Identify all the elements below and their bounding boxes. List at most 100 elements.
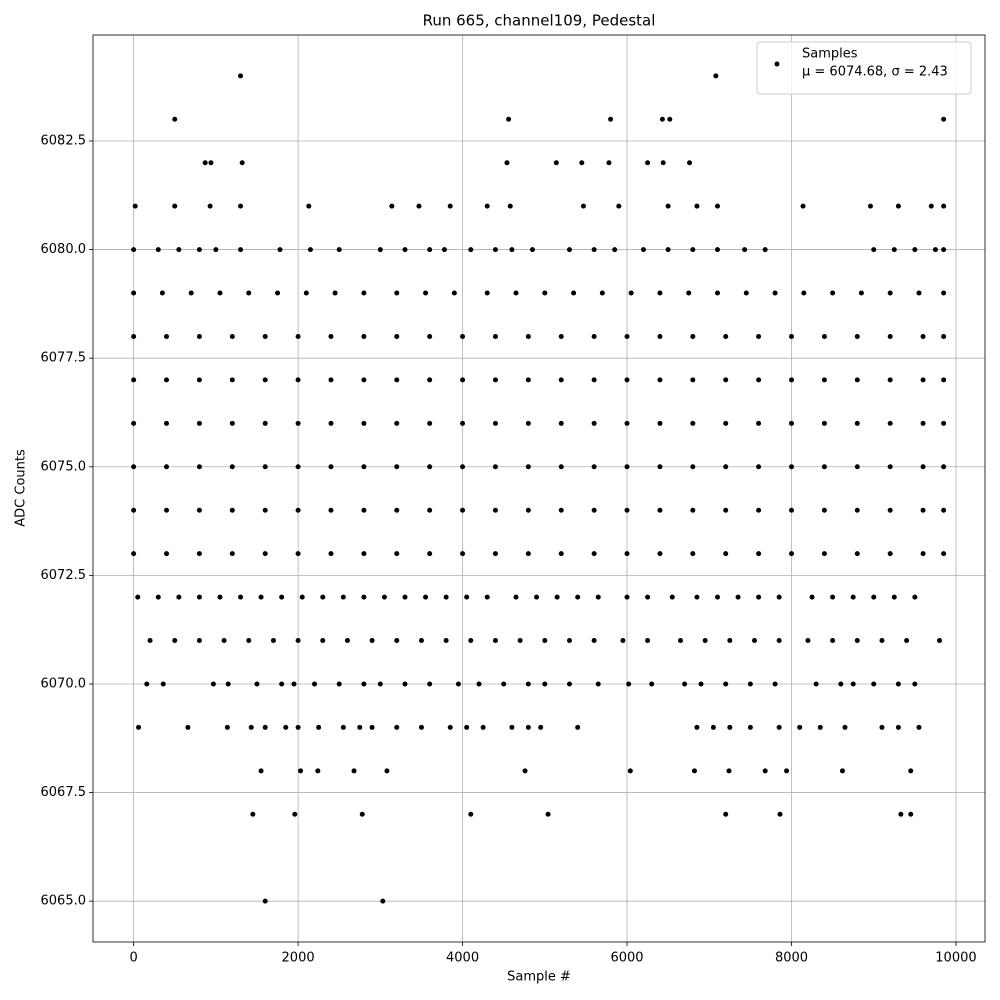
point	[789, 333, 795, 339]
point	[298, 768, 304, 774]
point	[842, 724, 848, 730]
point	[229, 507, 235, 513]
point	[176, 247, 182, 253]
point	[270, 638, 276, 644]
point	[279, 681, 285, 687]
point	[529, 247, 535, 253]
point	[694, 203, 700, 209]
point	[895, 724, 901, 730]
point	[427, 377, 433, 383]
point	[920, 551, 926, 557]
point	[887, 464, 893, 470]
point	[320, 638, 326, 644]
point	[595, 681, 601, 687]
point	[762, 247, 768, 253]
point	[455, 681, 461, 687]
point	[492, 377, 498, 383]
y-tick-label: 6067.5	[41, 785, 87, 800]
point	[723, 811, 729, 817]
point	[361, 507, 367, 513]
point	[389, 203, 395, 209]
point	[624, 420, 630, 426]
point	[258, 594, 264, 600]
point	[525, 333, 531, 339]
point	[131, 464, 137, 470]
point	[941, 507, 947, 513]
point	[624, 377, 630, 383]
point	[895, 203, 901, 209]
point	[867, 203, 873, 209]
point	[912, 594, 918, 600]
point	[920, 333, 926, 339]
point	[554, 594, 560, 600]
point	[751, 638, 757, 644]
point	[727, 724, 733, 730]
point	[941, 290, 947, 296]
point	[616, 203, 622, 209]
point	[871, 681, 877, 687]
point	[460, 377, 466, 383]
point	[344, 638, 350, 644]
point	[821, 420, 827, 426]
point	[340, 594, 346, 600]
point	[332, 290, 338, 296]
point	[447, 724, 453, 730]
point	[821, 333, 827, 339]
point	[627, 768, 633, 774]
point	[492, 247, 498, 253]
point	[451, 290, 457, 296]
point	[789, 377, 795, 383]
point	[595, 594, 601, 600]
point	[916, 290, 922, 296]
point	[542, 290, 548, 296]
point	[196, 333, 202, 339]
point	[513, 594, 519, 600]
point	[566, 681, 572, 687]
point	[690, 247, 696, 253]
point	[599, 290, 605, 296]
point	[164, 377, 170, 383]
point	[155, 247, 161, 253]
point	[575, 594, 581, 600]
point	[484, 203, 490, 209]
x-axis-label: Sample #	[507, 970, 571, 985]
point	[295, 333, 301, 339]
grid: 0 2000 4000 6000 8000 10000 6065.0 6067.5 6070.0…	[41, 35, 985, 966]
point	[645, 594, 651, 600]
point	[295, 551, 301, 557]
point	[624, 333, 630, 339]
point	[657, 377, 663, 383]
point	[677, 638, 683, 644]
point	[258, 768, 264, 774]
point	[238, 203, 244, 209]
point	[891, 247, 897, 253]
point	[850, 681, 856, 687]
point	[380, 898, 386, 904]
point	[591, 507, 597, 513]
point	[443, 638, 449, 644]
point	[830, 638, 836, 644]
point	[217, 290, 223, 296]
point	[591, 551, 597, 557]
point	[315, 768, 321, 774]
point	[250, 811, 256, 817]
point	[854, 464, 860, 470]
point	[464, 594, 470, 600]
point	[566, 247, 572, 253]
point	[657, 464, 663, 470]
point	[394, 333, 400, 339]
point	[690, 377, 696, 383]
point	[443, 594, 449, 600]
point	[292, 811, 298, 817]
point	[381, 594, 387, 600]
point	[468, 638, 474, 644]
point	[262, 420, 268, 426]
point	[492, 420, 498, 426]
point	[904, 638, 910, 644]
point	[908, 811, 914, 817]
point	[649, 681, 655, 687]
point	[854, 551, 860, 557]
point	[624, 594, 630, 600]
point	[772, 681, 778, 687]
point	[517, 638, 523, 644]
